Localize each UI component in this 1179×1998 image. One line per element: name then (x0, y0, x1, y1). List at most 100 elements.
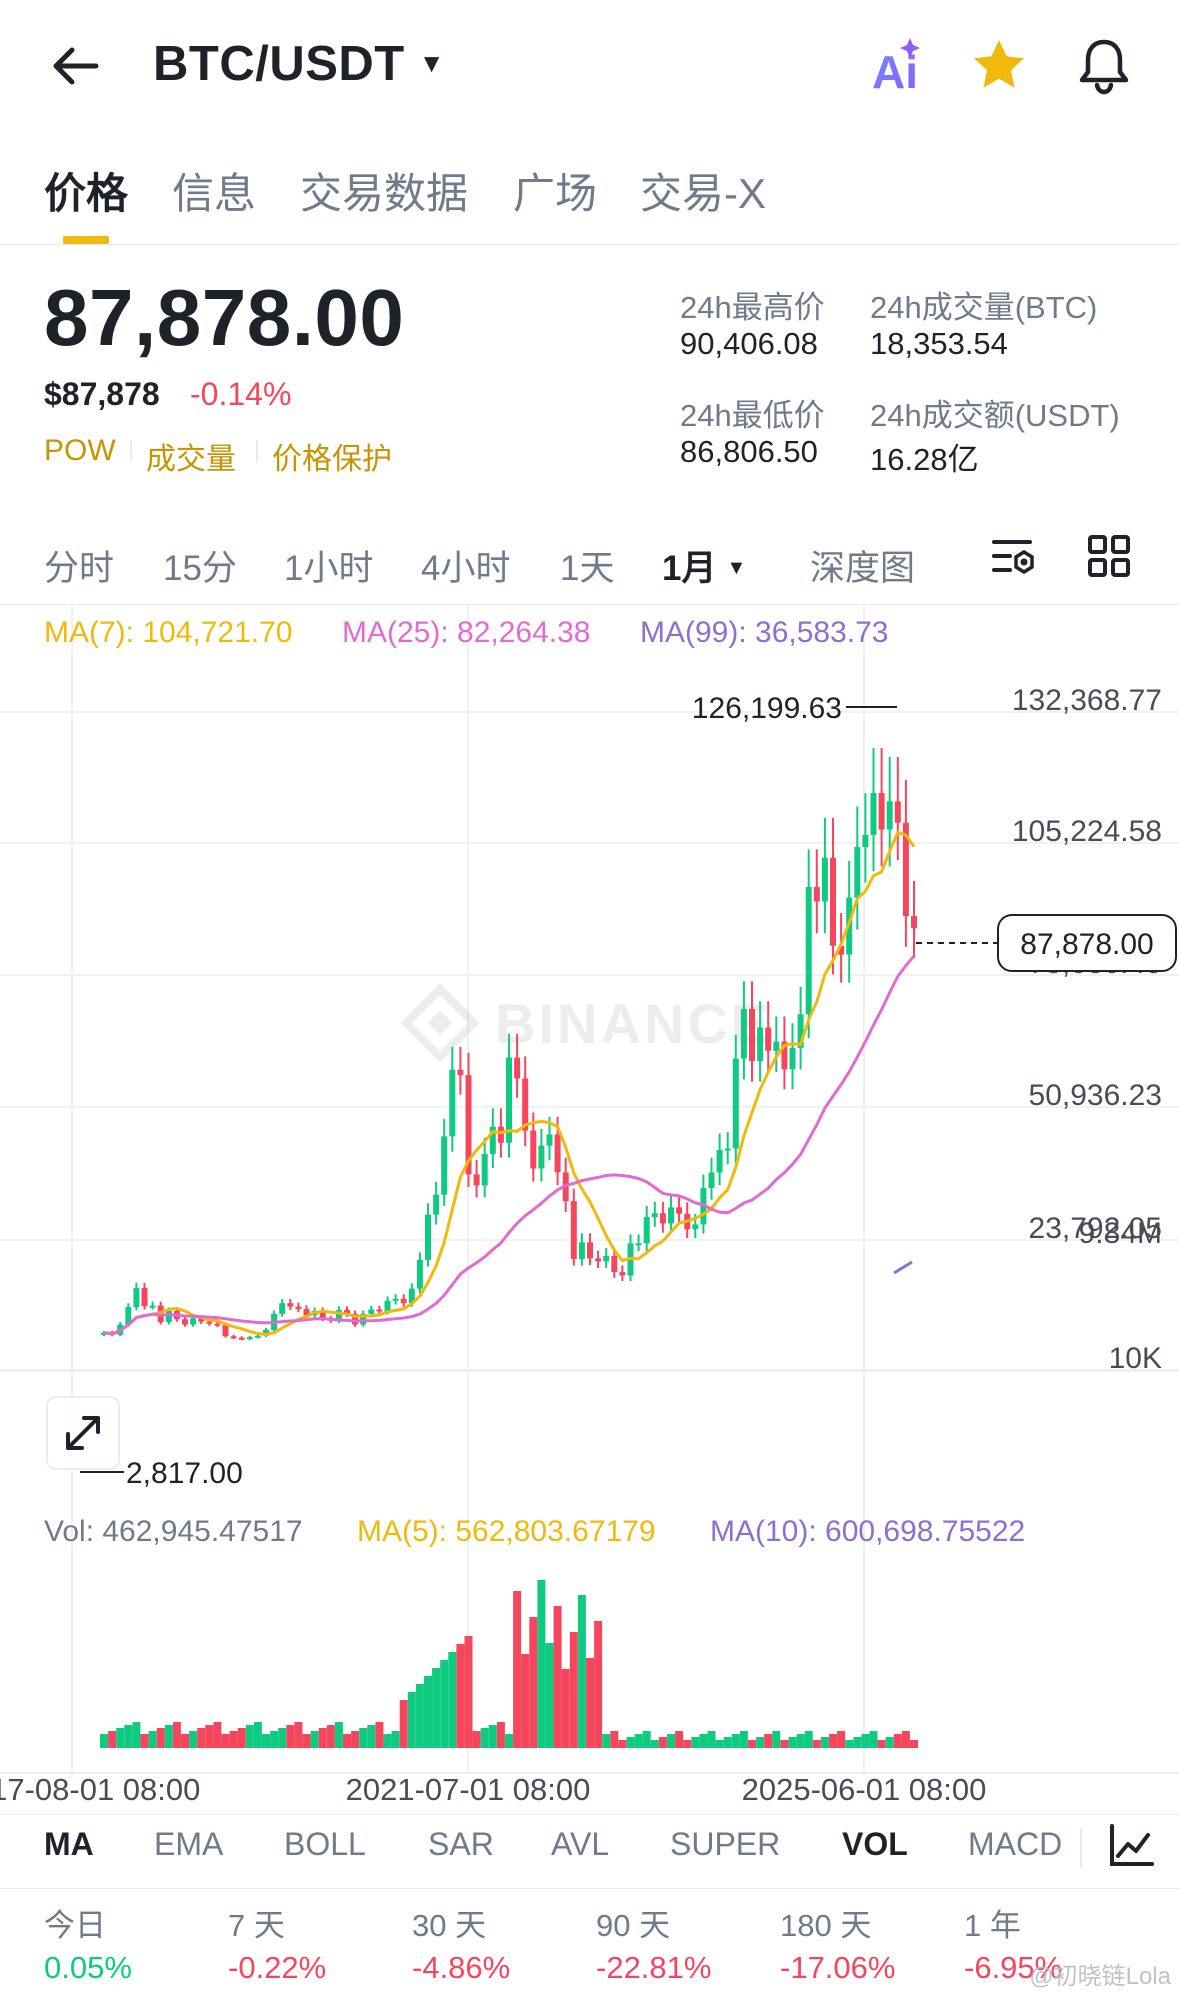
volume-bar (496, 1722, 505, 1748)
candle-body (344, 1309, 350, 1314)
chart-grid (0, 605, 1179, 1774)
volume-bar (667, 1734, 675, 1748)
arrow-left-icon (53, 47, 99, 85)
indicator-vol[interactable]: VOL (842, 1826, 908, 1862)
time-axis-label: 2025-06-01 08:00 (742, 1772, 987, 1807)
volume-bar (691, 1737, 700, 1748)
min-price-label: 2,817.00 (126, 1457, 243, 1490)
indicator-ema[interactable]: EMA (154, 1826, 224, 1862)
chart-settings-button[interactable] (990, 532, 1038, 580)
volume-axis-label: 10K (1109, 1342, 1162, 1375)
candle-body (635, 1243, 642, 1246)
candle-body (425, 1214, 431, 1260)
ma25-line (103, 954, 916, 1336)
author-watermark: @初晓链Lola (1029, 1963, 1171, 1990)
interval-1month[interactable]: 1月 ▼ (662, 540, 746, 591)
vol-ma10-legend: MA(10): 600,698.75522 (710, 1515, 1026, 1548)
candle-body (198, 1318, 205, 1322)
indicator-avl[interactable]: AVL (551, 1826, 610, 1862)
price-axis-label: 23,792.05 (1029, 1212, 1162, 1245)
volume-bar (780, 1740, 789, 1748)
tag-pow[interactable]: POW (44, 434, 116, 467)
volume-bar (683, 1740, 692, 1748)
current-price-label: 87,878.00 (1020, 928, 1153, 961)
bell-icon (1079, 39, 1129, 95)
pair-selector[interactable]: BTC/USDT ▼ (153, 36, 445, 92)
volume-bar (415, 1684, 424, 1748)
ma99-legend: MA(99): 36,583.73 (640, 616, 889, 649)
indicator-settings-button[interactable] (1106, 1820, 1156, 1870)
candle-body (554, 1134, 561, 1173)
tab-price[interactable]: 价格 (44, 170, 129, 217)
candle-body (878, 793, 885, 830)
volume-bar (116, 1728, 125, 1748)
tag-volume[interactable]: 成交量 (146, 443, 236, 476)
high-label: 24h最高价 (680, 290, 825, 325)
tab-trade-x[interactable]: 交易-X (640, 170, 767, 217)
volume-bar (229, 1731, 238, 1748)
volume-bar (351, 1731, 360, 1748)
candle-body (595, 1258, 602, 1262)
svg-text:BINANCE: BINANCE (495, 992, 771, 1055)
candle-body (214, 1323, 221, 1326)
candle-body (716, 1149, 723, 1173)
interval-4h[interactable]: 4小时 (421, 549, 511, 588)
interval-1h[interactable]: 1小时 (284, 549, 374, 588)
moving-average-lines (103, 830, 916, 1336)
interval-1d[interactable]: 1天 (560, 549, 615, 588)
tab-trading-data[interactable]: 交易数据 (300, 170, 469, 217)
indicator-macd[interactable]: MACD (968, 1826, 1063, 1862)
interval-15m[interactable]: 15分 (163, 549, 237, 588)
tab-square[interactable]: 广场 (513, 170, 598, 217)
volume-bar (545, 1643, 554, 1748)
tag-separator (130, 440, 132, 462)
volume-bar (189, 1731, 198, 1748)
perf-label-1y: 1 年 (964, 1908, 1021, 1943)
volume-bar (334, 1722, 343, 1748)
volume-bar (707, 1731, 716, 1748)
candle-body (489, 1126, 496, 1154)
ma7-legend: MA(7): 104,721.70 (44, 616, 293, 649)
candle-body (506, 1057, 512, 1143)
vol-usdt-value: 16.28亿 (870, 442, 979, 477)
layout-button[interactable] (1085, 532, 1133, 580)
candle-body (360, 1313, 367, 1325)
volume-bar (650, 1740, 659, 1748)
tag-price-protection[interactable]: 价格保护 (272, 443, 392, 476)
current-price-box (997, 914, 1177, 972)
candle-body (287, 1303, 294, 1307)
indicator-ma[interactable]: MA (44, 1826, 94, 1862)
depth-chart-tab[interactable]: 深度图 (810, 549, 916, 588)
volume-bar (286, 1725, 295, 1748)
tab-info[interactable]: 信息 (172, 170, 257, 217)
candle-body (125, 1307, 132, 1325)
candle-body (522, 1078, 529, 1131)
ai-button[interactable]: Ai (862, 32, 928, 98)
fullscreen-button[interactable] (46, 1396, 120, 1470)
volume-bar (804, 1731, 813, 1748)
candle-body (765, 1027, 772, 1051)
candle-body (514, 1057, 521, 1079)
indicator-boll[interactable]: BOLL (284, 1826, 366, 1862)
candle-body (230, 1336, 237, 1339)
candle-body (416, 1259, 423, 1289)
indicator-super[interactable]: SUPER (670, 1826, 781, 1862)
candle-body (611, 1256, 618, 1273)
caret-down-icon: ▼ (726, 557, 747, 579)
alert-button[interactable] (1074, 34, 1134, 96)
candle-body (603, 1256, 610, 1262)
volume-bar (124, 1725, 133, 1748)
candlestick-chart[interactable]: BINANCE 132,368.77105,224.5878,080.4050,… (0, 605, 1179, 1815)
candle-body (481, 1153, 488, 1186)
chart-settings-icon (992, 540, 1034, 575)
favorite-button[interactable] (968, 34, 1030, 96)
candle-body (465, 1075, 472, 1175)
interval-tick[interactable]: 分时 (44, 549, 115, 588)
back-button[interactable] (46, 36, 106, 96)
volume-bar (845, 1740, 854, 1748)
indicator-sar[interactable]: SAR (428, 1826, 494, 1862)
volume-bar (529, 1617, 538, 1748)
candle-body (441, 1136, 448, 1195)
candle-body (773, 1041, 780, 1051)
candle-body (692, 1224, 699, 1230)
